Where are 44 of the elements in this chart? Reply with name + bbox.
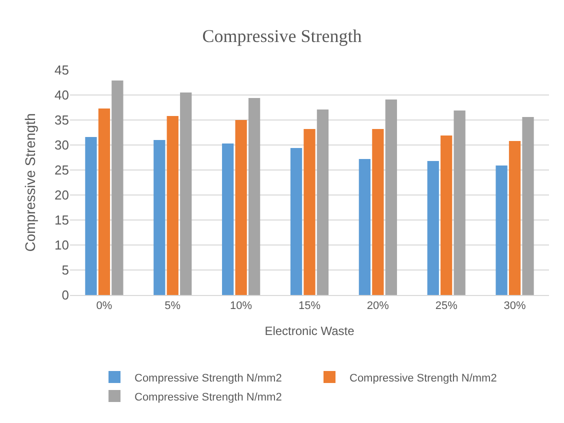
x-tick-label: 5% — [164, 300, 181, 312]
legend-label: Compressive Strength N/mm2 — [134, 391, 282, 404]
bar — [522, 117, 534, 295]
y-tick-label: 45 — [54, 62, 69, 78]
y-tick-label: 25 — [54, 162, 69, 178]
y-axis-title: Compressive Strength — [22, 113, 38, 252]
bar — [316, 110, 329, 295]
y-tick-label: 5 — [62, 262, 69, 278]
bar — [304, 129, 316, 295]
x-tick-label: 25% — [435, 300, 458, 312]
bar — [385, 100, 397, 295]
bar — [508, 141, 521, 295]
y-tick-label: 35 — [54, 112, 69, 128]
bar — [358, 159, 371, 295]
x-tick-label: 30% — [504, 300, 526, 312]
x-tick-label: 0% — [96, 300, 112, 312]
bar — [248, 98, 260, 295]
bar — [180, 92, 192, 295]
bar — [235, 120, 247, 295]
bar — [166, 116, 178, 295]
legend-label: Compressive Strength N/mm2 — [134, 372, 282, 384]
bar — [98, 108, 110, 295]
bar — [154, 140, 166, 295]
y-tick-label: 15 — [54, 212, 69, 228]
y-tick-label: 10 — [54, 238, 69, 253]
x-tick-label: 15% — [298, 300, 321, 312]
y-tick-label: 30 — [54, 138, 69, 153]
legend-label: Compressive Strength N/mm2 — [350, 372, 497, 384]
bar — [112, 80, 124, 295]
bar — [496, 166, 508, 295]
y-tick-label: 20 — [54, 188, 69, 203]
y-tick-label: 0 — [62, 288, 69, 303]
bar — [85, 137, 97, 295]
bar — [222, 144, 234, 295]
y-tick-label: 40 — [54, 88, 69, 103]
bar — [372, 129, 384, 295]
bar — [290, 148, 302, 295]
chart-title: Compressive Strength — [202, 26, 362, 46]
bar — [454, 110, 466, 295]
bar — [427, 161, 439, 295]
x-tick-label: 20% — [366, 300, 390, 312]
bar — [440, 136, 452, 295]
x-axis-title: Electronic Waste — [264, 324, 355, 338]
x-tick-label: 10% — [230, 300, 252, 312]
